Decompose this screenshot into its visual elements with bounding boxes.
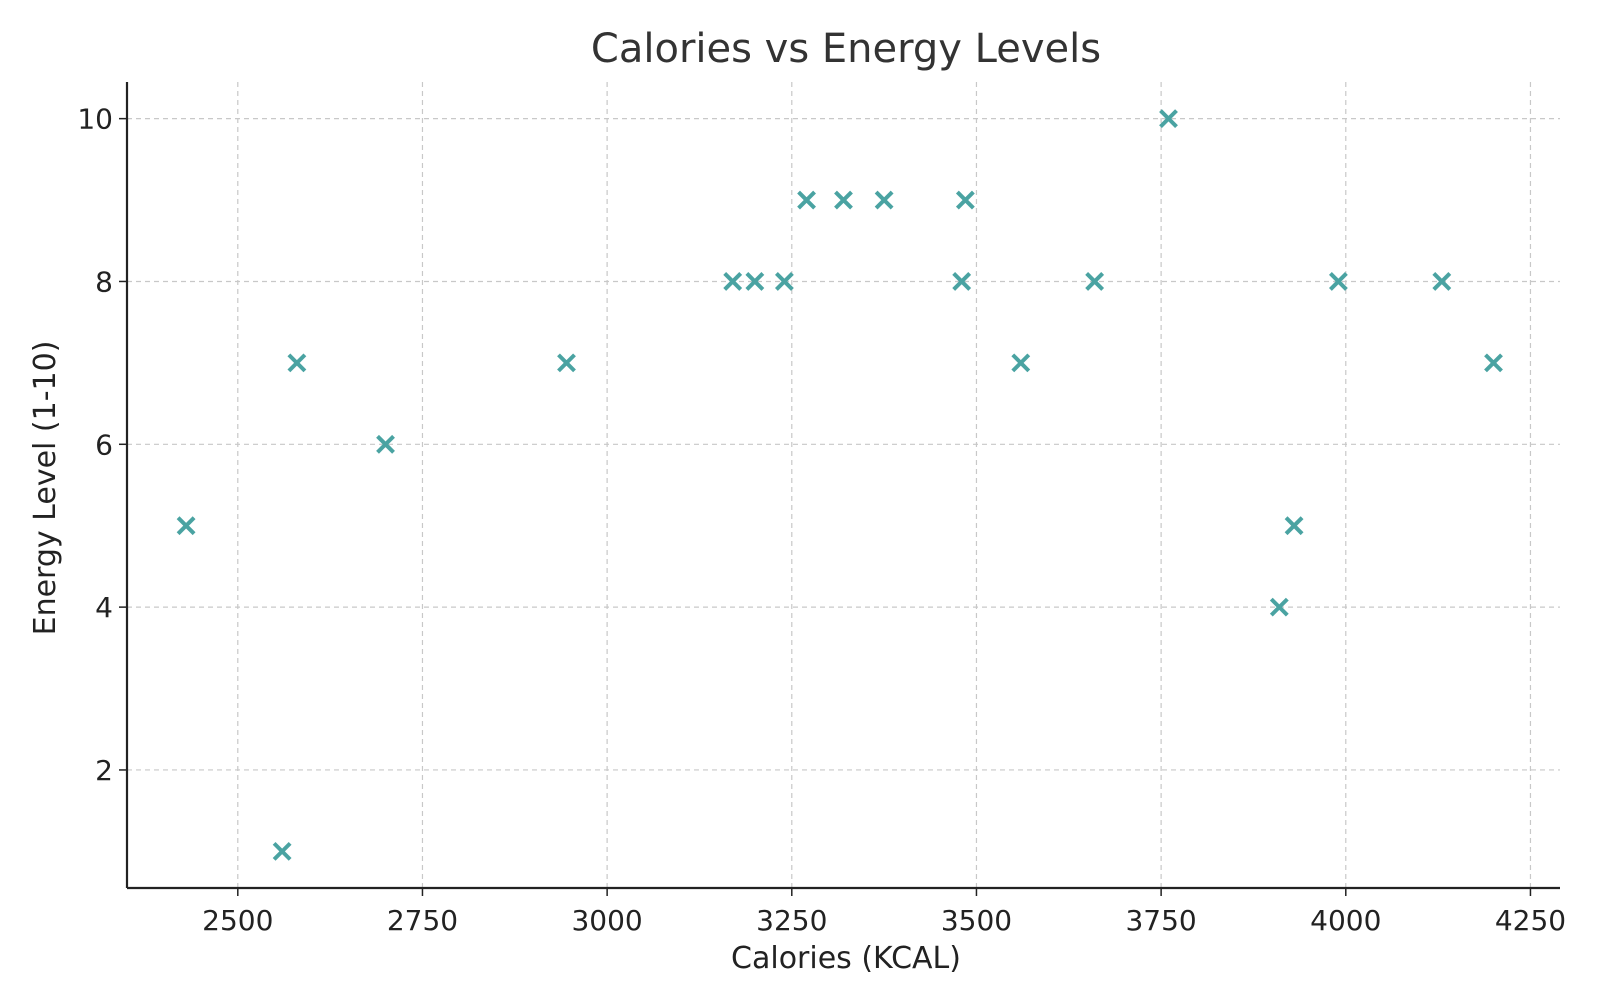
data-point <box>745 272 765 291</box>
data-point <box>774 272 794 291</box>
data-point <box>287 353 307 373</box>
y-tick-label: 6 <box>95 428 113 461</box>
x-tick-label: 4000 <box>1310 904 1381 937</box>
data-point <box>1159 109 1178 129</box>
data-point <box>797 190 816 210</box>
x-tick-label: 3000 <box>571 904 642 937</box>
data-point <box>955 190 975 210</box>
data-point <box>376 434 395 454</box>
data-point <box>723 272 743 291</box>
data-point <box>1284 516 1304 536</box>
grid-lines <box>127 82 1560 888</box>
data-point <box>952 272 972 291</box>
x-tick-label: 2500 <box>202 904 273 937</box>
x-tick-label: 3500 <box>941 904 1012 937</box>
x-tick-label: 2750 <box>387 904 458 937</box>
data-point <box>1011 353 1031 373</box>
chart-title: Calories vs Energy Levels <box>591 26 1101 72</box>
data-points <box>176 109 1503 861</box>
data-point <box>874 190 894 210</box>
data-point <box>1085 272 1105 291</box>
x-tick-label: 3250 <box>756 904 827 937</box>
tick-labels: 2500 2750 3000 3250 3500 3750 4000 4250 2 4 6 8 10 <box>77 103 1566 937</box>
x-tick-label: 4250 <box>1495 904 1566 937</box>
data-point <box>1484 353 1503 373</box>
data-point <box>1432 272 1452 291</box>
data-point <box>272 841 292 861</box>
x-axis-label: Calories (KCAL) <box>731 941 961 976</box>
y-tick-label: 4 <box>95 591 113 624</box>
y-axis-label: Energy Level (1-10) <box>28 341 63 636</box>
y-tick-label: 8 <box>95 265 113 298</box>
data-point <box>176 516 196 536</box>
data-point <box>557 353 576 373</box>
data-point <box>1269 597 1289 617</box>
axes <box>119 82 1560 896</box>
y-tick-label: 10 <box>77 103 113 136</box>
data-point <box>1328 272 1348 291</box>
x-tick-label: 3750 <box>1125 904 1196 937</box>
data-point <box>834 190 853 210</box>
y-tick-label: 2 <box>95 754 113 787</box>
